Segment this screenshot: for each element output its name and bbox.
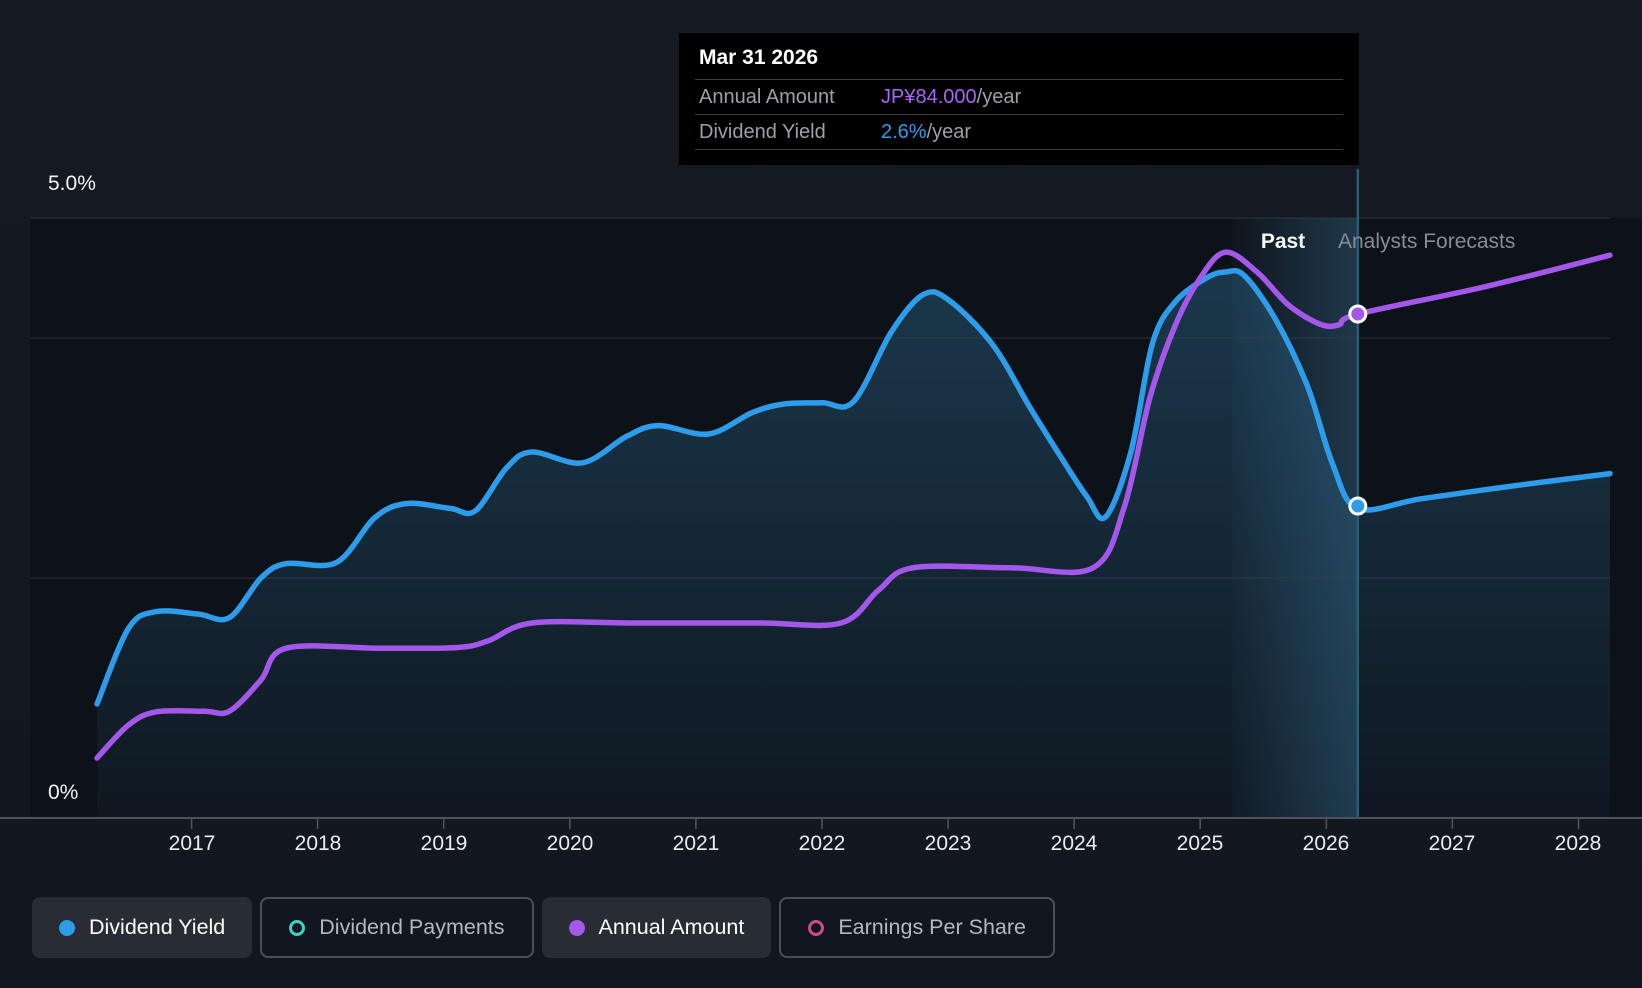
earnings-per-share-swatch-icon xyxy=(808,919,825,936)
legend-label: Dividend Payments xyxy=(319,915,505,939)
legend-item-dividend-payments[interactable]: Dividend Payments xyxy=(260,897,534,958)
x-axis-label-2024: 2024 xyxy=(1050,832,1098,855)
dividend-yield-area xyxy=(97,270,1610,818)
tooltip-row-annual-amount: Annual Amount JP¥84.000/year xyxy=(679,80,1359,114)
hover-year-band xyxy=(1231,218,1358,818)
x-axis-label-2023: 2023 xyxy=(924,832,972,855)
tooltip-row-dividend-yield: Dividend Yield 2.6%/year xyxy=(679,115,1359,149)
legend-item-annual-amount[interactable]: Annual Amount xyxy=(541,897,772,958)
tooltip-separator xyxy=(695,149,1343,150)
y-axis-label-top: 5.0% xyxy=(48,172,96,195)
x-axis-label-2027: 2027 xyxy=(1428,832,1476,855)
forecast-section-label: Analysts Forecasts xyxy=(1338,230,1516,253)
legend-item-earnings-per-share[interactable]: Earnings Per Share xyxy=(779,897,1055,958)
tooltip-label: Dividend Yield xyxy=(699,120,826,143)
dividend-yield-line[interactable] xyxy=(94,267,1613,707)
x-axis-label-2020: 2020 xyxy=(546,832,594,855)
x-axis-label-2019: 2019 xyxy=(420,832,468,855)
chart-legend: Dividend Yield Dividend Payments Annual Am… xyxy=(32,897,1055,958)
annual-amount-marker[interactable] xyxy=(1348,304,1368,324)
legend-label: Dividend Yield xyxy=(89,915,226,939)
chart-tooltip: Mar 31 2026 Annual Amount JP¥84.000/year… xyxy=(679,33,1359,165)
legend-item-dividend-yield[interactable]: Dividend Yield xyxy=(32,897,253,958)
x-axis-label-2017: 2017 xyxy=(168,832,216,855)
x-axis-label-2025: 2025 xyxy=(1176,832,1224,855)
legend-label: Earnings Per Share xyxy=(838,915,1026,939)
x-axis-label-2018: 2018 xyxy=(294,832,342,855)
tooltip-value: JP¥84.000 xyxy=(881,85,977,108)
tooltip-value: 2.6% xyxy=(881,120,927,143)
tooltip-date: Mar 31 2026 xyxy=(699,46,819,69)
legend-label: Annual Amount xyxy=(598,915,745,939)
dividend-yield-swatch-icon xyxy=(59,919,75,936)
tooltip-separator xyxy=(695,114,1343,115)
tooltip-label: Annual Amount xyxy=(699,85,835,108)
x-axis-label-2021: 2021 xyxy=(672,832,720,855)
x-axis-label-2026: 2026 xyxy=(1302,832,1350,855)
dividend-yield-marker[interactable] xyxy=(1348,496,1368,516)
tooltip-suffix: /year xyxy=(976,85,1022,108)
dividend-payments-swatch-icon xyxy=(289,919,306,936)
tooltip-separator xyxy=(695,79,1343,80)
x-axis-label-2028: 2028 xyxy=(1554,832,1602,855)
past-section-label: Past xyxy=(1260,230,1306,253)
y-axis-label-bottom: 0% xyxy=(48,781,79,804)
annual-amount-line[interactable] xyxy=(94,249,1613,761)
annual-amount-swatch-icon xyxy=(568,919,585,936)
x-axis-label-2022: 2022 xyxy=(798,832,846,855)
tooltip-suffix: /year xyxy=(926,120,972,143)
